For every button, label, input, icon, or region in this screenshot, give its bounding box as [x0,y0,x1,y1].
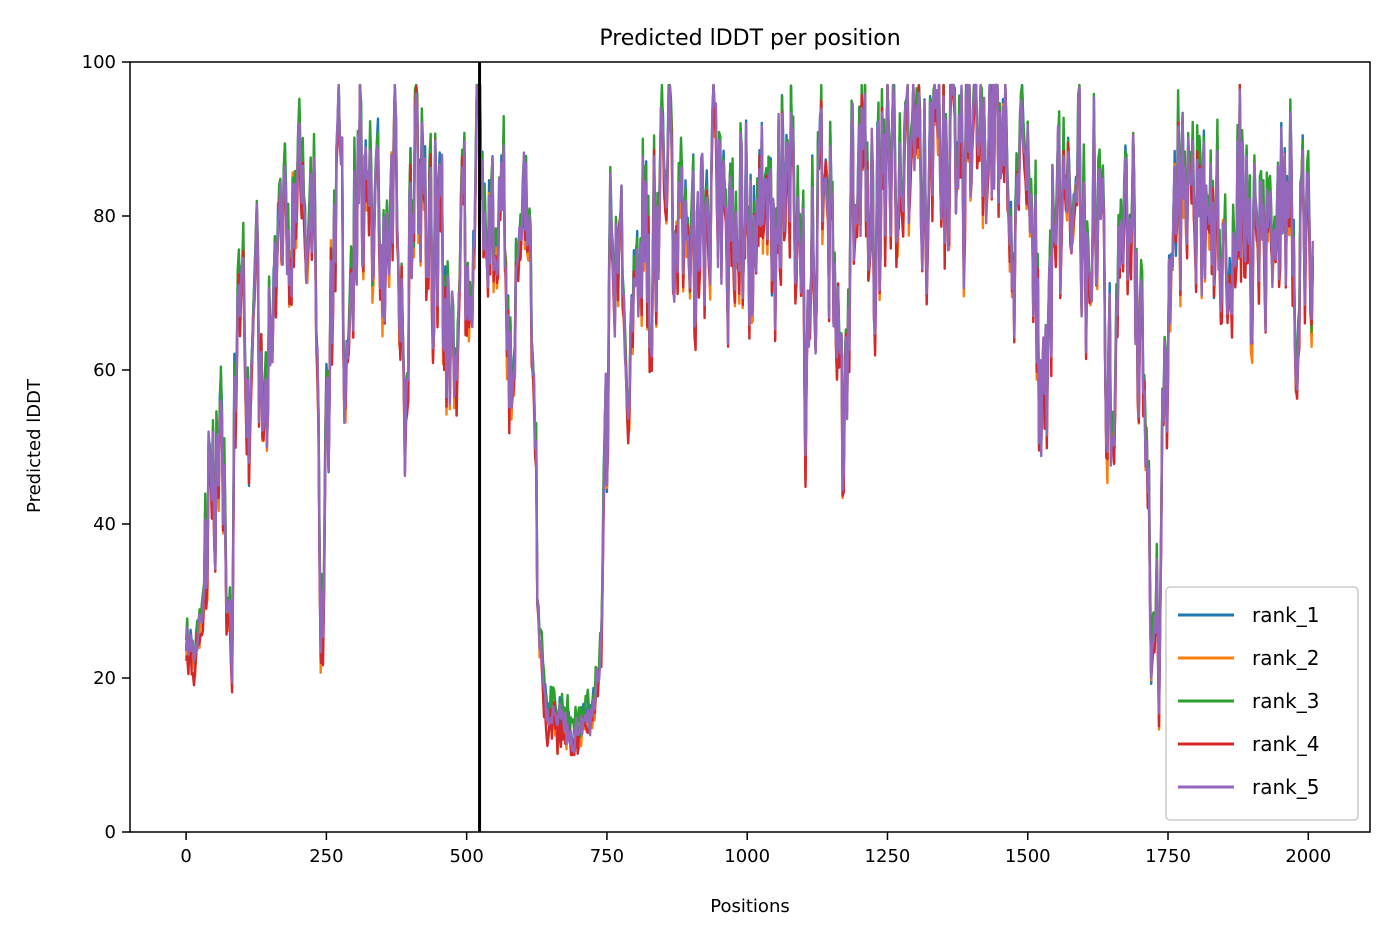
legend: rank_1 rank_2 rank_3 rank_4 rank_5 [1165,586,1359,821]
legend-label-rank_4: rank_4 [1252,732,1319,756]
x-axis-label: Positions [710,896,789,917]
legend-box [1165,586,1359,821]
y-tick-label: 0 [105,822,116,843]
x-tick-label: 250 [309,846,343,867]
x-tick-label: 1250 [865,846,911,867]
y-axis-label: Predicted lDDT [24,378,45,513]
x-tick-label: 2000 [1285,846,1331,867]
y-tick-label: 40 [93,514,116,535]
x-axis-ticks: 0 250 500 750 1000 1250 1500 1750 2000 [180,832,1331,867]
legend-label-rank_3: rank_3 [1252,689,1319,713]
y-axis-ticks: 0 20 40 60 80 100 [82,52,130,843]
y-tick-label: 20 [93,668,116,689]
x-tick-label: 500 [449,846,483,867]
x-tick-label: 1750 [1145,846,1191,867]
x-tick-label: 750 [590,846,624,867]
y-tick-label: 80 [93,206,116,227]
y-tick-label: 60 [93,360,116,381]
x-tick-label: 1000 [724,846,770,867]
x-tick-label: 0 [180,846,191,867]
chart-title: Predicted lDDT per position [599,26,900,51]
series-layer [184,83,1314,757]
legend-label-rank_5: rank_5 [1252,775,1319,799]
legend-label-rank_1: rank_1 [1252,603,1319,627]
plot-area-frame [129,61,1371,833]
legend-label-rank_2: rank_2 [1252,646,1319,670]
y-tick-label: 100 [82,52,116,73]
series-line-rank_5 [184,83,1314,754]
x-tick-label: 1500 [1005,846,1051,867]
